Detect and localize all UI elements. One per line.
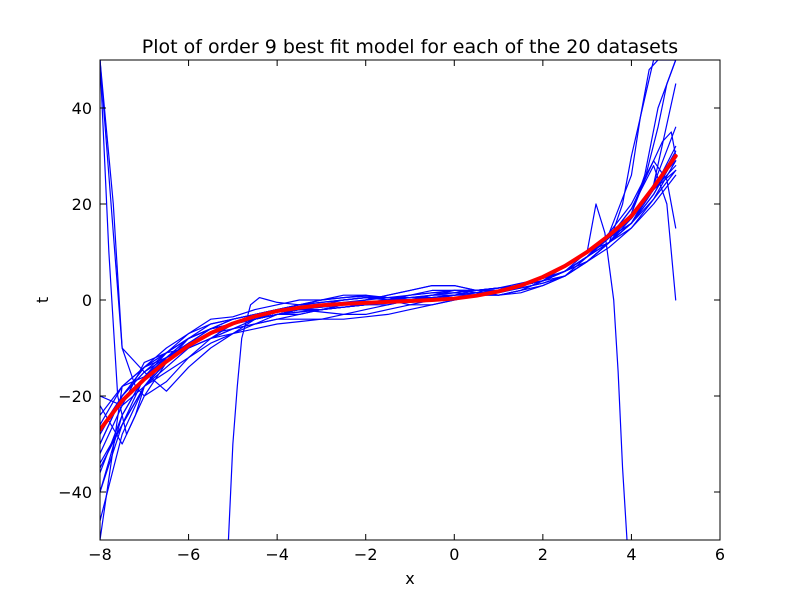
y-tick-label: 20 [72,195,92,214]
fit-line-9 [100,150,677,407]
x-tick-label: 6 [715,545,725,564]
y-axis: −40 −20 0 20 40 [58,99,720,502]
fit-line-7 [100,169,677,469]
x-tick-label: −6 [177,545,201,564]
fit-line-20 [100,169,677,493]
y-tick-label: −20 [58,387,92,406]
y-axis-label: t [33,297,52,303]
true-function-line [100,154,678,432]
fit-line-13 [100,131,677,445]
fit-line-12 [227,203,628,540]
fit-line-5 [100,174,677,493]
fit-line-17 [100,60,659,435]
y-tick-label: 40 [72,99,92,118]
y-tick-label: −40 [58,483,92,502]
fit-line-14 [100,160,677,426]
series-layer [100,60,678,540]
x-tick-label: 2 [538,545,548,564]
x-axis: −8 −6 −4 −2 0 2 4 6 [88,60,725,564]
x-tick-label: −4 [265,545,289,564]
chart-title: Plot of order 9 best fit model for each … [142,36,678,58]
x-tick-label: −8 [88,545,112,564]
fit-line-16 [100,83,677,474]
y-tick-label: 0 [82,291,92,310]
x-tick-label: 0 [449,545,459,564]
fit-line-19 [100,60,677,464]
x-tick-label: 4 [626,545,636,564]
fit-line-11 [100,60,677,397]
x-axis-label: x [405,569,414,588]
fit-line-8 [100,155,677,522]
x-tick-label: −2 [354,545,378,564]
